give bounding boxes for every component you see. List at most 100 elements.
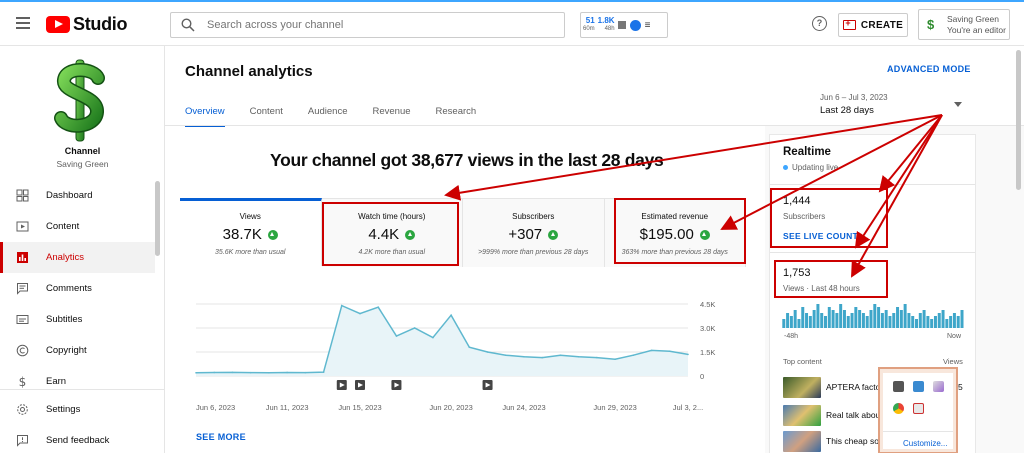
arrow-up-icon (405, 229, 416, 240)
content-icon (16, 221, 29, 232)
logo-text: Studio (73, 14, 128, 34)
metric-value: +307 (508, 226, 543, 243)
x-tick-label: Jun 6, 2023 (196, 403, 235, 412)
realtime-views-value: 1,753 (783, 267, 811, 279)
play-icon (394, 382, 400, 388)
ext-menu-icon[interactable]: ≡ (644, 19, 651, 31)
realtime-bar (880, 313, 884, 328)
avatar: $ (927, 17, 935, 32)
realtime-views-label: Views · Last 48 hours (783, 284, 860, 293)
metric-card-watch-time[interactable]: Watch time (hours) 4.4K 4.2K more than u… (321, 199, 463, 267)
tab-content[interactable]: Content (249, 106, 283, 117)
help-icon[interactable]: ? (812, 16, 827, 31)
tab-research[interactable]: Research (435, 106, 477, 117)
realtime-bar (782, 319, 786, 328)
tab-audience[interactable]: Audience (307, 106, 348, 117)
sidebar-item-dashboard[interactable]: Dashboard (0, 180, 155, 211)
sidebar-item-settings[interactable]: Settings (0, 394, 165, 425)
chevron-down-icon[interactable] (954, 102, 962, 107)
ext-stat-60m: 51 60m (583, 16, 595, 34)
metric-cards: Views 38.7K 35.6K more than usual Watch … (180, 198, 746, 267)
menu-icon[interactable] (16, 17, 30, 29)
see-live-count-link[interactable]: SEE LIVE COUNT (783, 231, 859, 241)
studio-logo[interactable]: Studio (46, 14, 127, 35)
y-tick-label: 4.5K (700, 300, 715, 309)
realtime-axis-end: Now (947, 333, 962, 340)
data-point (231, 371, 234, 374)
customize-link[interactable]: Customize... (903, 439, 948, 448)
channel-name: Channel (64, 146, 101, 156)
play-icon (358, 382, 363, 388)
advanced-mode-link[interactable]: ADVANCED MODE (887, 64, 971, 74)
top-content-item[interactable]: Real talk about (783, 404, 973, 426)
divider (883, 431, 953, 432)
metric-card-subscribers[interactable]: Subscribers +307 >999% more than previou… (463, 199, 605, 267)
metric-value: 4.4K (368, 226, 400, 243)
data-point (632, 354, 635, 356)
sidebar-item-copyright[interactable]: Copyright (0, 335, 155, 366)
data-point (450, 314, 452, 316)
channel-logo[interactable] (50, 58, 110, 143)
realtime-bar (918, 313, 922, 328)
realtime-bar (808, 316, 812, 328)
date-range-picker[interactable]: Jun 6 – Jul 3, 2023 Last 28 days (820, 91, 888, 117)
see-more-link[interactable]: SEE MORE (196, 432, 246, 442)
create-button[interactable]: CREATE (838, 13, 908, 37)
data-point (650, 349, 653, 352)
top-content-item[interactable]: APTERA factory 5 (783, 376, 973, 398)
search-input[interactable] (207, 19, 537, 31)
realtime-bar (831, 310, 835, 328)
data-point (286, 371, 288, 374)
views-headline: Your channel got 38,677 views in the las… (270, 150, 664, 170)
realtime-bar (945, 319, 949, 328)
create-label: CREATE (860, 19, 904, 31)
ext-stat-value: 1.8K (597, 16, 615, 25)
sidebar-item-label: Content (46, 221, 80, 232)
sidebar-item-comments[interactable]: Comments (0, 273, 155, 304)
realtime-status-text: Updating live (792, 163, 839, 172)
grid-icon[interactable] (913, 381, 924, 392)
screen-icon[interactable] (893, 381, 904, 392)
realtime-bar (911, 316, 915, 328)
feedback-icon (17, 435, 28, 447)
data-point (413, 327, 416, 329)
gear-icon (17, 404, 28, 415)
top-content-item[interactable]: This cheap so (783, 430, 973, 452)
search-bar[interactable] (170, 12, 565, 38)
page-title: Channel analytics (185, 63, 313, 80)
pen-icon[interactable] (933, 381, 944, 392)
views-chart[interactable]: 0 1.5K 3.0K 4.5K Jun 6, 2023 Jun 11, 2023 Jun … (180, 292, 740, 417)
metric-label: Subscribers (512, 212, 555, 221)
sidebar-item-content[interactable]: Content (0, 211, 155, 242)
metric-note: 35.6K more than usual (215, 249, 286, 256)
pdf-icon[interactable] (913, 403, 924, 414)
video-thumbnail (783, 430, 821, 452)
tab-revenue[interactable]: Revenue (372, 106, 411, 117)
realtime-bar (869, 310, 873, 328)
realtime-subscribers-value: 1,444 (783, 195, 811, 207)
chrome-icon[interactable] (893, 403, 904, 414)
ext-chart-icon (617, 21, 626, 29)
metric-card-views[interactable]: Views 38.7K 35.6K more than usual (180, 198, 322, 266)
sidebar-item-feedback[interactable]: Send feedback (0, 425, 165, 453)
data-point (577, 356, 580, 358)
youtube-play-icon (46, 16, 70, 33)
analytics-icon (17, 252, 28, 263)
data-point (687, 353, 689, 356)
metric-card-revenue[interactable]: Estimated revenue $195.00 363% more than… (604, 199, 746, 267)
account-switcher[interactable]: $ Saving Green You're an editor (918, 9, 1010, 40)
channel-subtitle: Saving Green (56, 159, 109, 169)
dashboard-icon (16, 189, 29, 202)
sidebar-item-analytics[interactable]: Analytics (0, 242, 155, 273)
sidebar-item-earn[interactable]: $ Earn (0, 366, 155, 397)
page-scrollbar[interactable] (1016, 50, 1021, 190)
extension-stats-badge[interactable]: 51 60m 1.8K 48h ≡ (580, 12, 668, 38)
realtime-bar (861, 313, 865, 328)
metric-value: 38.7K (222, 226, 262, 243)
sidebar-item-subtitles[interactable]: Subtitles (0, 304, 155, 335)
tab-overview[interactable]: Overview (185, 106, 225, 127)
realtime-bar (926, 316, 930, 328)
subtitles-icon (16, 315, 29, 324)
sidebar-scrollbar[interactable] (155, 181, 160, 256)
realtime-bar-chart[interactable] (782, 302, 964, 328)
